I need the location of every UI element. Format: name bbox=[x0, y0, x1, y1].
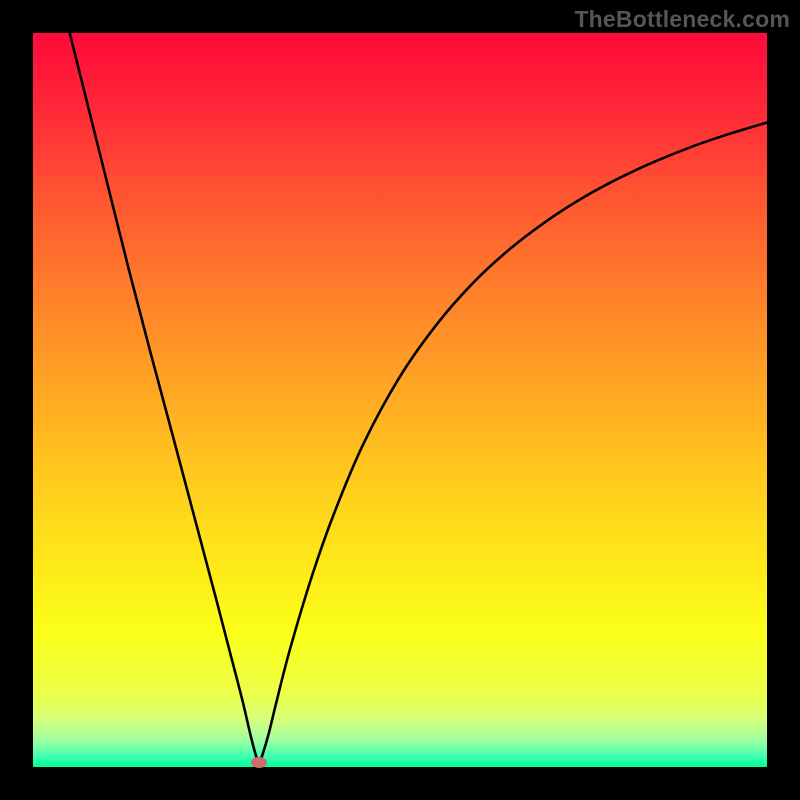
bottleneck-curve bbox=[33, 33, 767, 767]
chart-frame: TheBottleneck.com bbox=[0, 0, 800, 800]
watermark-text: TheBottleneck.com bbox=[574, 6, 790, 33]
